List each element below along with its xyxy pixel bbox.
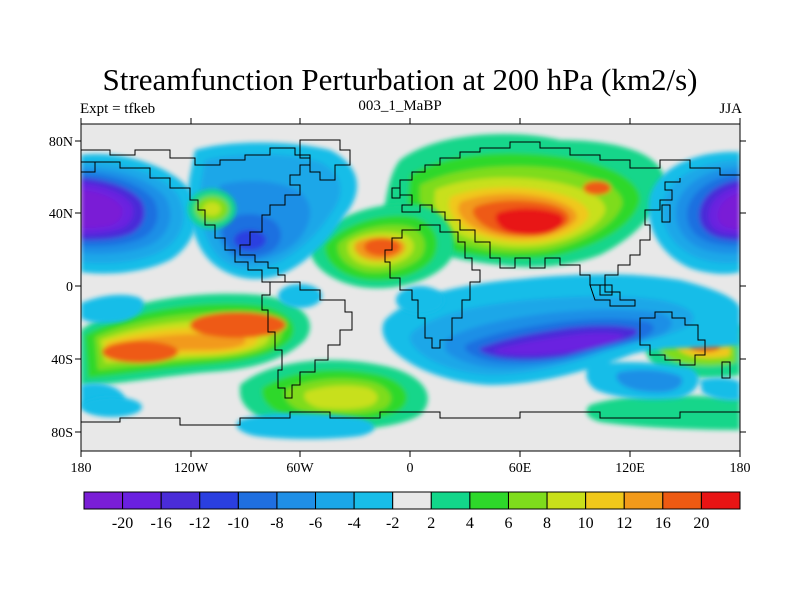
colorbar-label: -20	[112, 515, 133, 532]
coast-eurasia	[399, 141, 740, 296]
x-tick-label: 180	[730, 461, 751, 476]
north-pacific-low-west	[81, 154, 198, 274]
colorbar-label: 12	[616, 515, 632, 532]
axis-ticks	[75, 118, 746, 457]
tropical-lows	[81, 274, 740, 411]
colorbar-swatch	[315, 491, 355, 510]
coast-south-america	[261, 281, 353, 399]
north-america-low	[188, 142, 357, 279]
x-tick-label: 60E	[509, 461, 532, 476]
atlantic-high	[310, 204, 454, 289]
colorbar-swatch	[700, 491, 741, 510]
colorbar-swatch	[122, 491, 162, 510]
colorbar-label: -8	[270, 515, 283, 532]
colorbar-label: -16	[151, 515, 172, 532]
y-tick-label: 40S	[51, 353, 73, 368]
colorbar-swatch	[237, 491, 278, 510]
colorbar-swatch	[353, 491, 394, 510]
coast-australia	[639, 311, 706, 366]
eurasia-high	[384, 134, 665, 268]
colorbar-labels: -20 -16 -12 -10 -8 -6 -4 -2 2 4 6 8 10 12 16 20	[112, 515, 709, 532]
north-pacific-low-east	[648, 151, 740, 274]
colorbar-swatch	[199, 491, 239, 510]
south-pacific-high	[81, 293, 310, 385]
coast-japan	[661, 204, 671, 223]
contour-field	[81, 134, 740, 439]
coast-north-america	[81, 147, 311, 283]
y-tick-label: 40N	[49, 207, 73, 222]
colorbar-swatch	[83, 491, 124, 510]
colorbar-swatch	[662, 491, 702, 510]
experiment-label: Expt = tfkeb	[80, 101, 156, 117]
colorbar-swatch	[623, 491, 664, 510]
colorbar	[83, 491, 741, 510]
coast-antarctica	[81, 411, 740, 426]
x-tick-label: 120W	[174, 461, 209, 476]
y-tick-label: 80S	[51, 426, 73, 441]
case-label: 003_1_MaBP	[358, 98, 442, 114]
x-tick-labels: 180 120W 60W 0 60E 120E 180	[71, 461, 751, 476]
coast-alaska	[81, 161, 96, 173]
season-label: JJA	[719, 101, 742, 117]
colorbar-label: 8	[543, 515, 551, 532]
colorbar-label: 16	[655, 515, 671, 532]
pacific-nw-high	[188, 189, 236, 229]
coast-new-zealand	[721, 361, 731, 379]
colorbar-label: 10	[578, 515, 594, 532]
coastlines	[81, 139, 740, 426]
colorbar-swatch	[546, 491, 587, 510]
x-tick-label: 60W	[286, 461, 314, 476]
coast-greenland	[299, 139, 351, 181]
coast-africa	[384, 224, 481, 349]
colorbar-swatch	[276, 491, 317, 510]
colorbar-swatch	[507, 491, 548, 510]
colorbar-label: -4	[347, 515, 360, 532]
small-lows	[82, 284, 444, 417]
coast-indonesia	[589, 284, 636, 307]
x-tick-label: 180	[71, 461, 92, 476]
colorbar-label: 6	[504, 515, 512, 532]
colorbar-label: -2	[386, 515, 399, 532]
colorbar-label: -6	[309, 515, 322, 532]
x-tick-label: 0	[407, 461, 414, 476]
colorbar-label: 4	[466, 515, 474, 532]
x-tick-label: 120E	[615, 461, 645, 476]
y-tick-label: 0	[66, 280, 73, 295]
colorbar-swatch	[430, 491, 471, 510]
chart-title: Streamfunction Perturbation at 200 hPa (…	[102, 62, 698, 97]
colorbar-label: 2	[427, 515, 435, 532]
y-tick-label: 80N	[49, 135, 73, 150]
coast-uk	[391, 187, 401, 199]
colorbar-label: -12	[189, 515, 210, 532]
colorbar-label: -10	[228, 515, 249, 532]
colorbar-label: 20	[693, 515, 709, 532]
colorbar-swatch	[469, 491, 509, 510]
colorbar-swatch	[160, 491, 201, 510]
y-tick-labels: 80N 40N 0 40S 80S	[49, 135, 73, 441]
colorbar-swatch	[392, 491, 432, 510]
colorbar-swatch	[585, 491, 625, 510]
southern-polar-low	[236, 413, 375, 439]
